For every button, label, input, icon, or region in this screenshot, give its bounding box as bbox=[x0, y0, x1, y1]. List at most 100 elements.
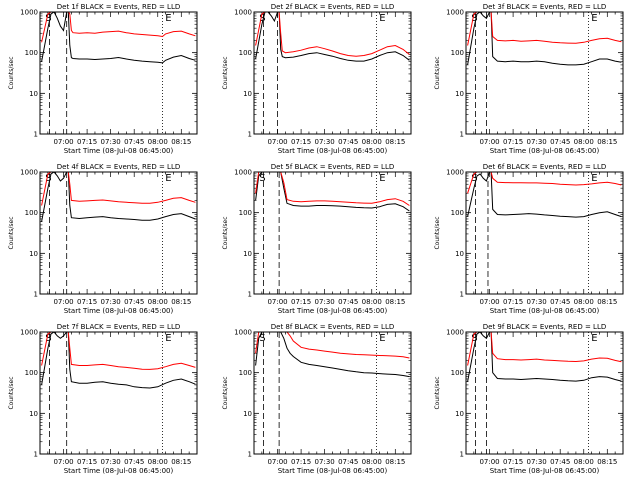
x-axis-label: Start Time (08-Jul-08 06:45:00) bbox=[64, 467, 174, 475]
x-tick-label: 07:30 bbox=[315, 298, 335, 306]
y-tick-label: 1 bbox=[248, 451, 252, 459]
events-series-line bbox=[41, 172, 196, 222]
y-tick-label: 100 bbox=[25, 49, 38, 57]
x-tick-label: 07:45 bbox=[124, 298, 144, 306]
y-tick-label: 10 bbox=[455, 90, 464, 98]
plot-frame bbox=[465, 331, 624, 455]
detector-panel: Det 2f BLACK = Events, RED = LLD Counts/s… bbox=[222, 3, 412, 155]
x-tick-label: 08:00 bbox=[574, 298, 594, 306]
y-axis-label: Counts/sec bbox=[8, 56, 15, 89]
detector-panel: Det 5f BLACK = Events, RED = LLD Counts/s… bbox=[222, 163, 412, 315]
panel-title: Det 6f BLACK = Events, RED = LLD bbox=[483, 163, 606, 171]
y-tick-label: 100 bbox=[451, 209, 464, 217]
x-tick-label: 08:15 bbox=[385, 138, 405, 146]
x-tick-label: 08:00 bbox=[148, 298, 168, 306]
plot-frame bbox=[253, 11, 412, 135]
y-tick-label: 10 bbox=[455, 410, 464, 418]
lld-series-line bbox=[255, 172, 410, 206]
panel-title: Det 7f BLACK = Events, RED = LLD bbox=[57, 323, 180, 331]
x-tick-label: 08:15 bbox=[597, 298, 617, 306]
x-tick-label: 07:00 bbox=[53, 138, 73, 146]
y-tick-label: 1000 bbox=[446, 169, 464, 177]
x-tick-label: 08:00 bbox=[148, 458, 168, 466]
y-tick-label: 10 bbox=[29, 410, 38, 418]
x-axis-label: Start Time (08-Jul-08 06:45:00) bbox=[490, 307, 600, 315]
y-tick-label: 1000 bbox=[446, 9, 464, 17]
y-axis-label: Counts/sec bbox=[8, 216, 15, 249]
y-axis-label: Counts/sec bbox=[222, 376, 229, 409]
x-tick-label: 08:00 bbox=[362, 298, 382, 306]
y-tick-label: 100 bbox=[25, 369, 38, 377]
x-axis-label: Start Time (08-Jul-08 06:45:00) bbox=[278, 307, 388, 315]
x-tick-label: 07:15 bbox=[503, 458, 523, 466]
end-marker-label: E bbox=[379, 333, 385, 344]
series-group bbox=[467, 172, 622, 218]
x-axis-label: Start Time (08-Jul-08 06:45:00) bbox=[490, 147, 600, 155]
x-tick-label: 08:15 bbox=[597, 138, 617, 146]
end-marker-label: E bbox=[591, 333, 597, 344]
detector-panel: Det 9f BLACK = Events, RED = LLD Counts/s… bbox=[434, 323, 624, 475]
y-tick-label: 1000 bbox=[234, 329, 252, 337]
x-tick-label: 08:15 bbox=[385, 298, 405, 306]
x-tick-label: 07:45 bbox=[338, 138, 358, 146]
events-series-line bbox=[255, 172, 410, 212]
x-tick-label: 07:30 bbox=[101, 138, 121, 146]
y-tick-label: 1000 bbox=[20, 169, 38, 177]
x-tick-label: 07:15 bbox=[77, 138, 97, 146]
x-tick-label: 07:45 bbox=[124, 138, 144, 146]
x-tick-label: 07:45 bbox=[550, 298, 570, 306]
series-group bbox=[41, 332, 196, 389]
x-tick-label: 07:30 bbox=[101, 298, 121, 306]
panel-title: Det 4f BLACK = Events, RED = LLD bbox=[57, 163, 180, 171]
y-axis-label: Counts/sec bbox=[222, 56, 229, 89]
start-marker-label: S bbox=[259, 13, 265, 24]
start-marker-label: S bbox=[471, 13, 477, 24]
series-group bbox=[41, 172, 196, 222]
x-axis-label: Start Time (08-Jul-08 06:45:00) bbox=[490, 467, 600, 475]
y-tick-label: 1 bbox=[34, 291, 38, 299]
plot-frame bbox=[39, 11, 198, 135]
events-series-line bbox=[255, 12, 410, 62]
series-group bbox=[41, 12, 196, 64]
x-tick-label: 07:00 bbox=[267, 298, 287, 306]
events-series-line bbox=[467, 332, 622, 382]
detector-panel: Det 1f BLACK = Events, RED = LLD Counts/s… bbox=[8, 3, 198, 155]
y-tick-label: 10 bbox=[29, 90, 38, 98]
x-axis-label: Start Time (08-Jul-08 06:45:00) bbox=[64, 147, 174, 155]
x-tick-label: 07:45 bbox=[338, 298, 358, 306]
plot-frame bbox=[39, 171, 198, 295]
series-group bbox=[255, 332, 410, 378]
x-tick-label: 07:00 bbox=[479, 138, 499, 146]
start-marker-label: S bbox=[45, 13, 51, 24]
plot-frame bbox=[465, 11, 624, 135]
x-tick-label: 07:00 bbox=[479, 298, 499, 306]
y-tick-label: 10 bbox=[243, 90, 252, 98]
start-marker-label: S bbox=[471, 173, 477, 184]
plot-frame bbox=[39, 331, 198, 455]
panel-title: Det 5f BLACK = Events, RED = LLD bbox=[271, 163, 394, 171]
y-tick-label: 1000 bbox=[234, 169, 252, 177]
lld-series-line bbox=[467, 172, 622, 194]
x-tick-label: 07:45 bbox=[550, 458, 570, 466]
y-tick-label: 10 bbox=[455, 250, 464, 258]
x-tick-label: 07:30 bbox=[527, 138, 547, 146]
y-axis-label: Counts/sec bbox=[434, 56, 441, 89]
panel-title: Det 3f BLACK = Events, RED = LLD bbox=[483, 3, 606, 11]
x-tick-label: 07:15 bbox=[291, 458, 311, 466]
x-tick-label: 07:00 bbox=[53, 298, 73, 306]
y-tick-label: 100 bbox=[25, 209, 38, 217]
x-tick-label: 07:15 bbox=[77, 458, 97, 466]
y-tick-label: 100 bbox=[239, 49, 252, 57]
end-marker-label: E bbox=[379, 13, 385, 24]
x-axis-label: Start Time (08-Jul-08 06:45:00) bbox=[64, 307, 174, 315]
start-marker-label: S bbox=[45, 173, 51, 184]
y-tick-label: 10 bbox=[29, 250, 38, 258]
x-tick-label: 07:00 bbox=[479, 458, 499, 466]
lld-series-line bbox=[255, 12, 410, 57]
plot-frame bbox=[253, 331, 412, 455]
panel-title: Det 1f BLACK = Events, RED = LLD bbox=[57, 3, 180, 11]
y-axis-label: Counts/sec bbox=[434, 376, 441, 409]
y-tick-label: 1000 bbox=[20, 329, 38, 337]
